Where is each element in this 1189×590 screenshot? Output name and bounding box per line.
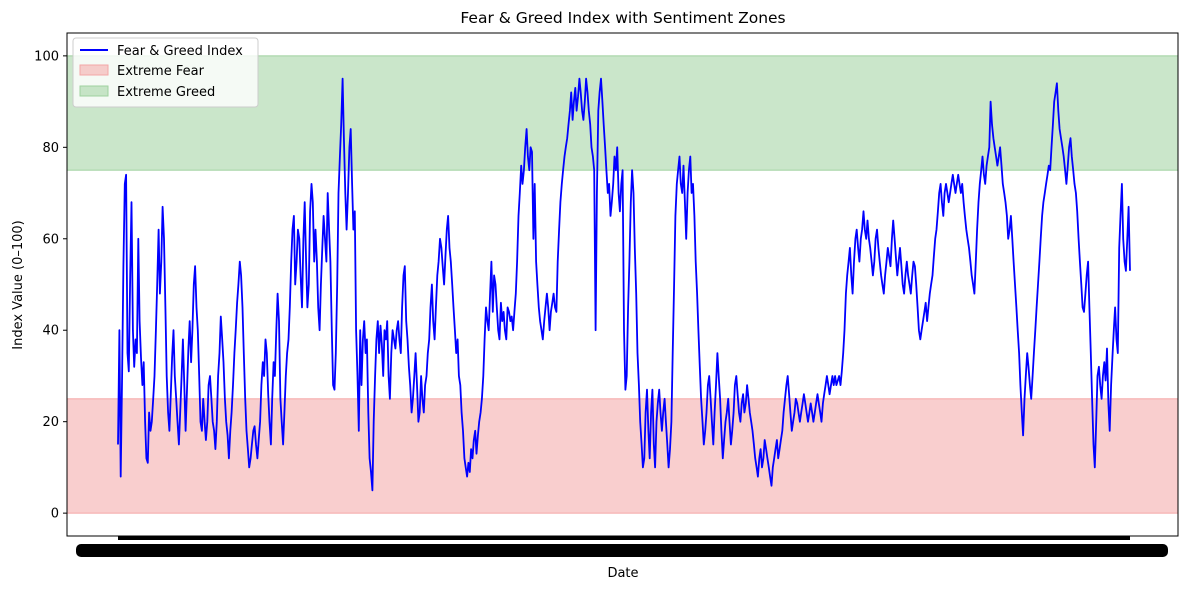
series-line-0 — [117, 77, 1131, 492]
legend-greed-swatch — [79, 85, 109, 97]
y-axis-label: Index Value (0–100) — [11, 220, 26, 349]
legend: Fear & Greed Index Extreme Fear Extreme … — [72, 37, 259, 108]
x-axis — [76, 536, 1168, 557]
y-tick-label: 100 — [34, 49, 59, 64]
legend-fear-swatch — [79, 64, 109, 76]
y-tick-label: 20 — [42, 415, 59, 430]
y-tick-label: 80 — [42, 141, 59, 156]
sentiment-zones — [66, 55, 1179, 514]
y-tick-label: 40 — [42, 324, 59, 339]
legend-label-series: Fear & Greed Index — [117, 44, 243, 59]
y-tick-label: 0 — [51, 507, 59, 522]
legend-label-extreme-fear: Extreme Fear — [117, 64, 205, 79]
zone-extreme-fear — [66, 398, 1179, 514]
x-tick-marks — [118, 536, 1130, 540]
legend-box — [72, 37, 259, 108]
y-axis: 0 20 40 60 80 100 — [34, 49, 67, 522]
chart-title: Fear & Greed Index with Sentiment Zones — [460, 9, 785, 27]
zone-extreme-greed — [66, 55, 1179, 171]
legend-label-extreme-greed: Extreme Greed — [117, 85, 215, 100]
series-layer — [117, 77, 1131, 492]
x-axis-label: Date — [607, 566, 638, 581]
y-tick-label: 60 — [42, 232, 59, 247]
x-tick-labels-overlapping — [76, 544, 1168, 557]
